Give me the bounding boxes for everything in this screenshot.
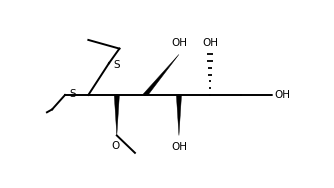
Polygon shape xyxy=(143,54,179,96)
Text: S: S xyxy=(69,89,75,99)
Text: OH: OH xyxy=(202,38,218,48)
Text: O: O xyxy=(112,141,120,151)
Polygon shape xyxy=(114,95,120,136)
Text: OH: OH xyxy=(171,142,187,152)
Text: OH: OH xyxy=(171,38,187,48)
Text: OH: OH xyxy=(274,90,290,100)
Polygon shape xyxy=(176,95,182,136)
Text: S: S xyxy=(113,60,120,70)
